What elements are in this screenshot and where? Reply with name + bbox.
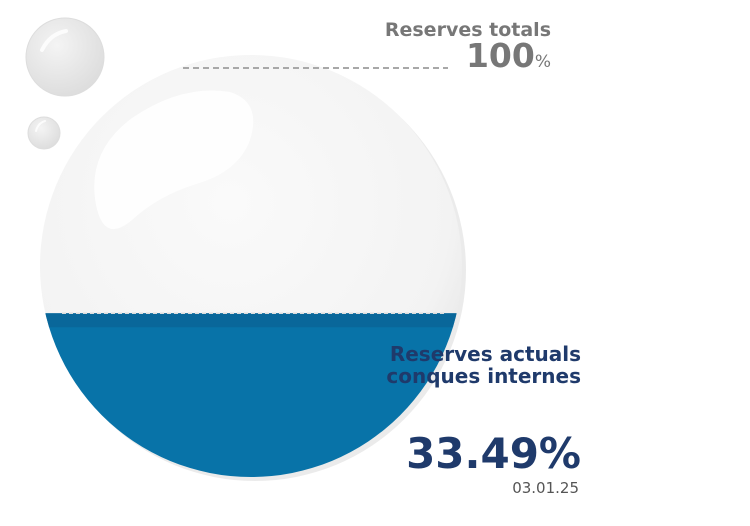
sphere-highlight (94, 90, 254, 230)
total-value-number: 100 (465, 36, 535, 75)
total-value-unit: % (534, 52, 551, 72)
total-value: 100% (466, 38, 551, 80)
current-title: Reserves actuals conques internes (386, 342, 581, 388)
bubble-small-highlight (35, 120, 46, 132)
sphere-group (40, 55, 466, 481)
current-date: 03.01.25 (512, 479, 579, 497)
bubble-large-highlight (40, 29, 68, 52)
bubble-large (25, 17, 105, 97)
total-title: Reserves totals (384, 19, 551, 41)
water-surface (40, 313, 462, 328)
current-value: 33.49% (406, 429, 581, 478)
bubble-small (27, 116, 61, 150)
